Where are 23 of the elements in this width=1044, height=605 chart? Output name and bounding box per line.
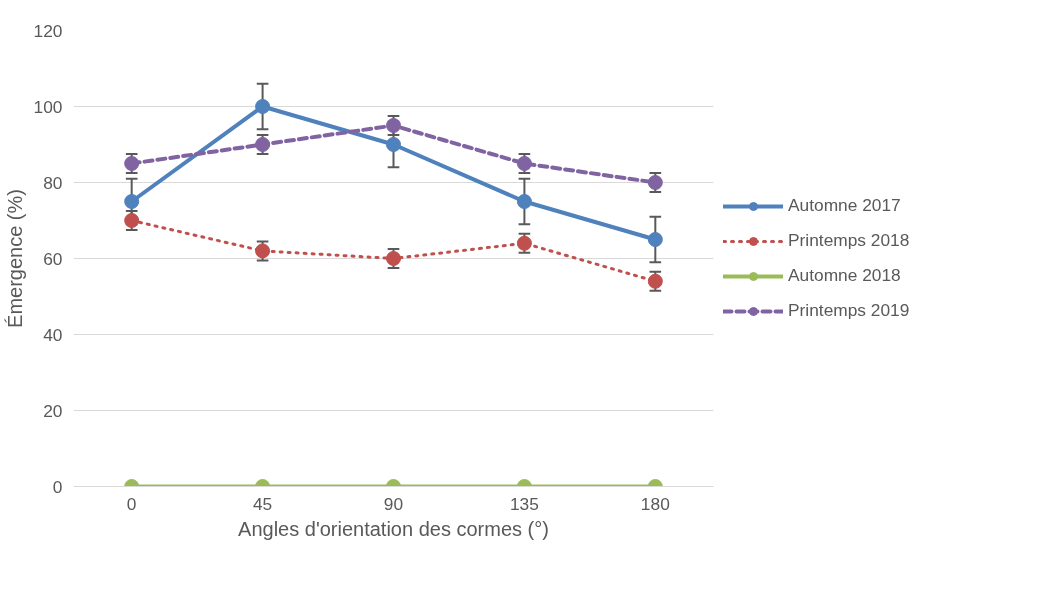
y-tick-label: 40 bbox=[43, 324, 63, 345]
x-tick-label: 135 bbox=[509, 493, 539, 514]
point bbox=[647, 232, 663, 247]
y-tick-label: 60 bbox=[43, 248, 63, 269]
y-tick-label: 0 bbox=[52, 476, 63, 497]
y-tick-label: 20 bbox=[43, 400, 63, 421]
y-tick-label: 120 bbox=[33, 20, 63, 41]
y-axis-title: Émergence (%) bbox=[3, 189, 26, 328]
x-tick-label: 0 bbox=[126, 493, 137, 514]
x-tick-label: 45 bbox=[252, 493, 273, 514]
point bbox=[124, 194, 140, 209]
legend-label: Printemps 2019 bbox=[788, 300, 910, 321]
y-tick-label: 80 bbox=[43, 172, 63, 193]
y-tick-label: 100 bbox=[33, 96, 63, 117]
legend-label: Automne 2018 bbox=[788, 265, 901, 286]
x-tick-label: 90 bbox=[383, 493, 404, 514]
x-axis-title: Angles d'orientation des cormes (°) bbox=[238, 517, 549, 540]
x-tick-label: 180 bbox=[640, 493, 670, 514]
point bbox=[386, 137, 401, 152]
legend-label: Printemps 2018 bbox=[788, 230, 910, 251]
point bbox=[516, 194, 532, 209]
legend-label: Automne 2017 bbox=[788, 195, 901, 216]
point bbox=[255, 99, 271, 114]
